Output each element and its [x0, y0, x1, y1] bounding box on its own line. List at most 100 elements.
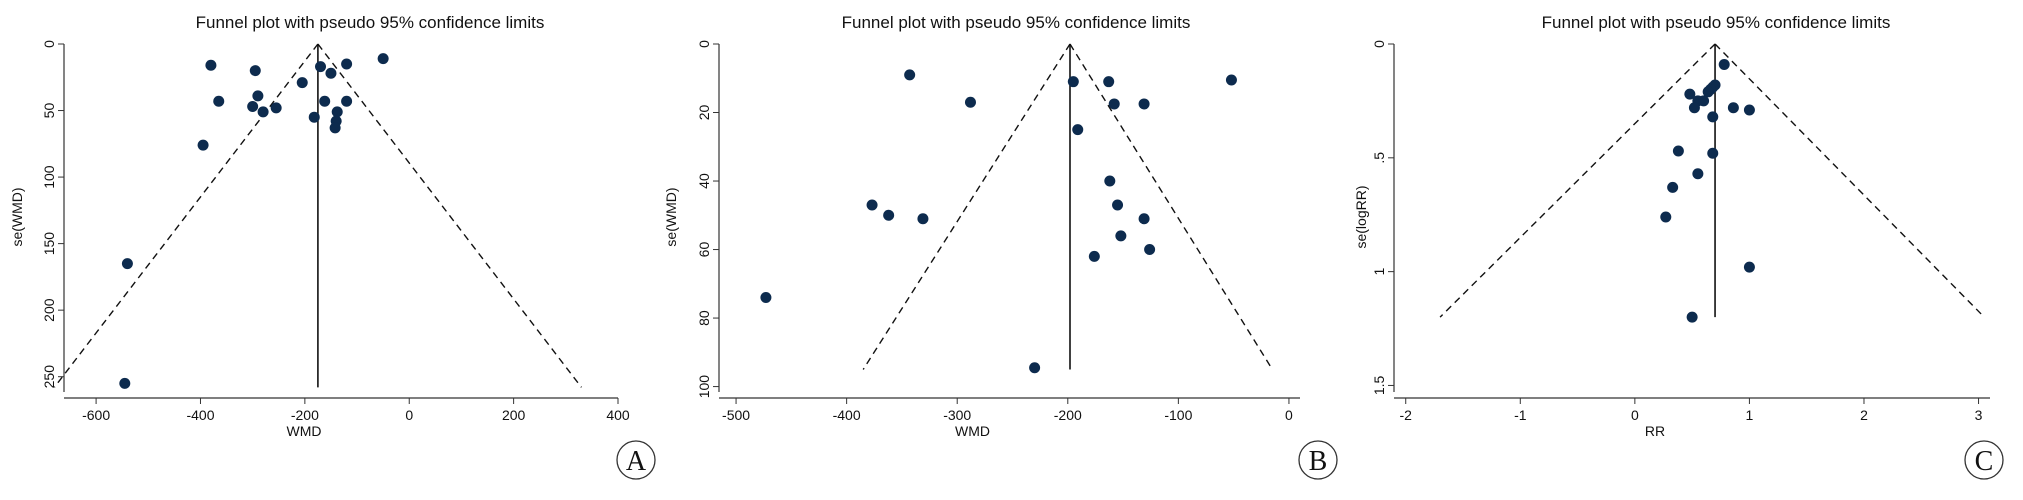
panel-a: Funnel plot with pseudo 95% confidence l… [9, 13, 656, 480]
y-tick-label: 60 [696, 242, 712, 258]
study-point [1707, 147, 1719, 159]
study-point [964, 96, 976, 108]
study-point [1684, 88, 1696, 100]
y-tick-label: 40 [696, 173, 712, 189]
study-point [904, 69, 916, 81]
panel-letter: A [626, 446, 647, 477]
x-tick-label: -300 [943, 407, 971, 423]
y-tick-label: 1 [1371, 268, 1387, 276]
y-tick-label: 80 [696, 310, 712, 326]
study-point [296, 77, 308, 89]
study-point [1743, 261, 1755, 273]
study-point [1667, 181, 1679, 193]
study-point [1692, 168, 1704, 180]
study-point [1115, 230, 1127, 242]
chart-title: Funnel plot with pseudo 95% confidence l… [842, 13, 1191, 32]
x-tick-label: 3 [1975, 407, 1983, 423]
panel-letter-circle [1964, 440, 2004, 480]
y-tick-label: 150 [41, 232, 57, 256]
x-tick-label: 0 [405, 407, 413, 423]
study-point [247, 101, 259, 113]
study-point [1138, 213, 1150, 225]
x-tick-label: 2 [1860, 407, 1868, 423]
study-point [866, 199, 878, 211]
study-point [1727, 102, 1739, 114]
y-tick-label: 0 [696, 40, 712, 48]
study-point [270, 102, 282, 114]
x-tick-label: 200 [502, 407, 526, 423]
y-tick-label: 250 [41, 365, 57, 389]
study-point [1743, 104, 1755, 116]
study-point [1108, 98, 1120, 110]
y-axis-label: se(WMD) [9, 187, 25, 246]
y-tick-label: 0 [41, 40, 57, 48]
study-point [883, 209, 895, 221]
study-point [121, 258, 133, 270]
study-point [1698, 95, 1710, 107]
study-point [1067, 76, 1079, 88]
study-point [1103, 76, 1115, 88]
x-tick-label: -400 [186, 407, 214, 423]
y-tick-label: 100 [696, 375, 712, 399]
study-point [1688, 102, 1700, 114]
study-point [1707, 111, 1719, 123]
x-tick-label: 0 [1631, 407, 1639, 423]
y-axis-label: se(logRR) [1353, 185, 1369, 248]
chart-title: Funnel plot with pseudo 95% confidence l… [196, 13, 545, 32]
study-point [1088, 250, 1100, 262]
study-point [213, 95, 225, 107]
study-point [315, 61, 327, 73]
y-tick-label: 20 [696, 105, 712, 121]
study-point [917, 213, 929, 225]
x-axis-label: WMD [287, 423, 322, 439]
y-tick-label: 1.5 [1371, 376, 1387, 396]
chart-title: Funnel plot with pseudo 95% confidence l… [1542, 13, 1891, 32]
study-point [249, 65, 261, 77]
study-point [341, 58, 353, 70]
x-tick-label: -500 [722, 407, 750, 423]
ci-limit-left-line [1439, 43, 1716, 318]
x-axis-label: RR [1645, 423, 1665, 439]
panel-b: Funnel plot with pseudo 95% confidence l… [663, 13, 1338, 480]
study-point [329, 122, 341, 134]
x-tick-label: 1 [1746, 407, 1754, 423]
study-point [252, 90, 264, 102]
study-point [325, 67, 337, 79]
study-point [205, 59, 217, 71]
x-axis-label: WMD [955, 423, 990, 439]
study-point [1104, 175, 1116, 187]
x-tick-label: -1 [1514, 407, 1527, 423]
ci-limit-right-line [317, 43, 583, 388]
study-point [1072, 124, 1084, 136]
study-point [1702, 86, 1714, 98]
y-tick-label: 50 [41, 103, 57, 119]
x-tick-label: 400 [606, 407, 630, 423]
x-tick-label: -400 [833, 407, 861, 423]
study-point [1144, 244, 1156, 256]
study-point [119, 377, 131, 389]
x-tick-label: 0 [1285, 407, 1293, 423]
study-point [1225, 74, 1237, 86]
study-point [308, 111, 320, 123]
ci-limit-left-line [53, 43, 319, 388]
study-point [331, 106, 343, 118]
study-point [197, 139, 209, 151]
study-point [1672, 145, 1684, 157]
ci-limit-left-line [862, 43, 1071, 370]
study-point [377, 53, 389, 65]
y-axis-label: se(WMD) [663, 187, 679, 246]
study-point [1686, 311, 1698, 323]
panel-letter-circle [1298, 440, 1338, 480]
y-tick-label: 100 [41, 165, 57, 189]
study-point [319, 95, 331, 107]
ci-limit-right-line [1069, 43, 1273, 370]
study-point [1112, 199, 1124, 211]
x-tick-label: -600 [82, 407, 110, 423]
x-tick-label: -2 [1400, 407, 1413, 423]
x-tick-label: -200 [291, 407, 319, 423]
ci-limit-right-line [1714, 43, 1985, 318]
panel-letter-circle [616, 440, 656, 480]
panel-letter: C [1975, 446, 1994, 477]
study-point [760, 292, 772, 304]
